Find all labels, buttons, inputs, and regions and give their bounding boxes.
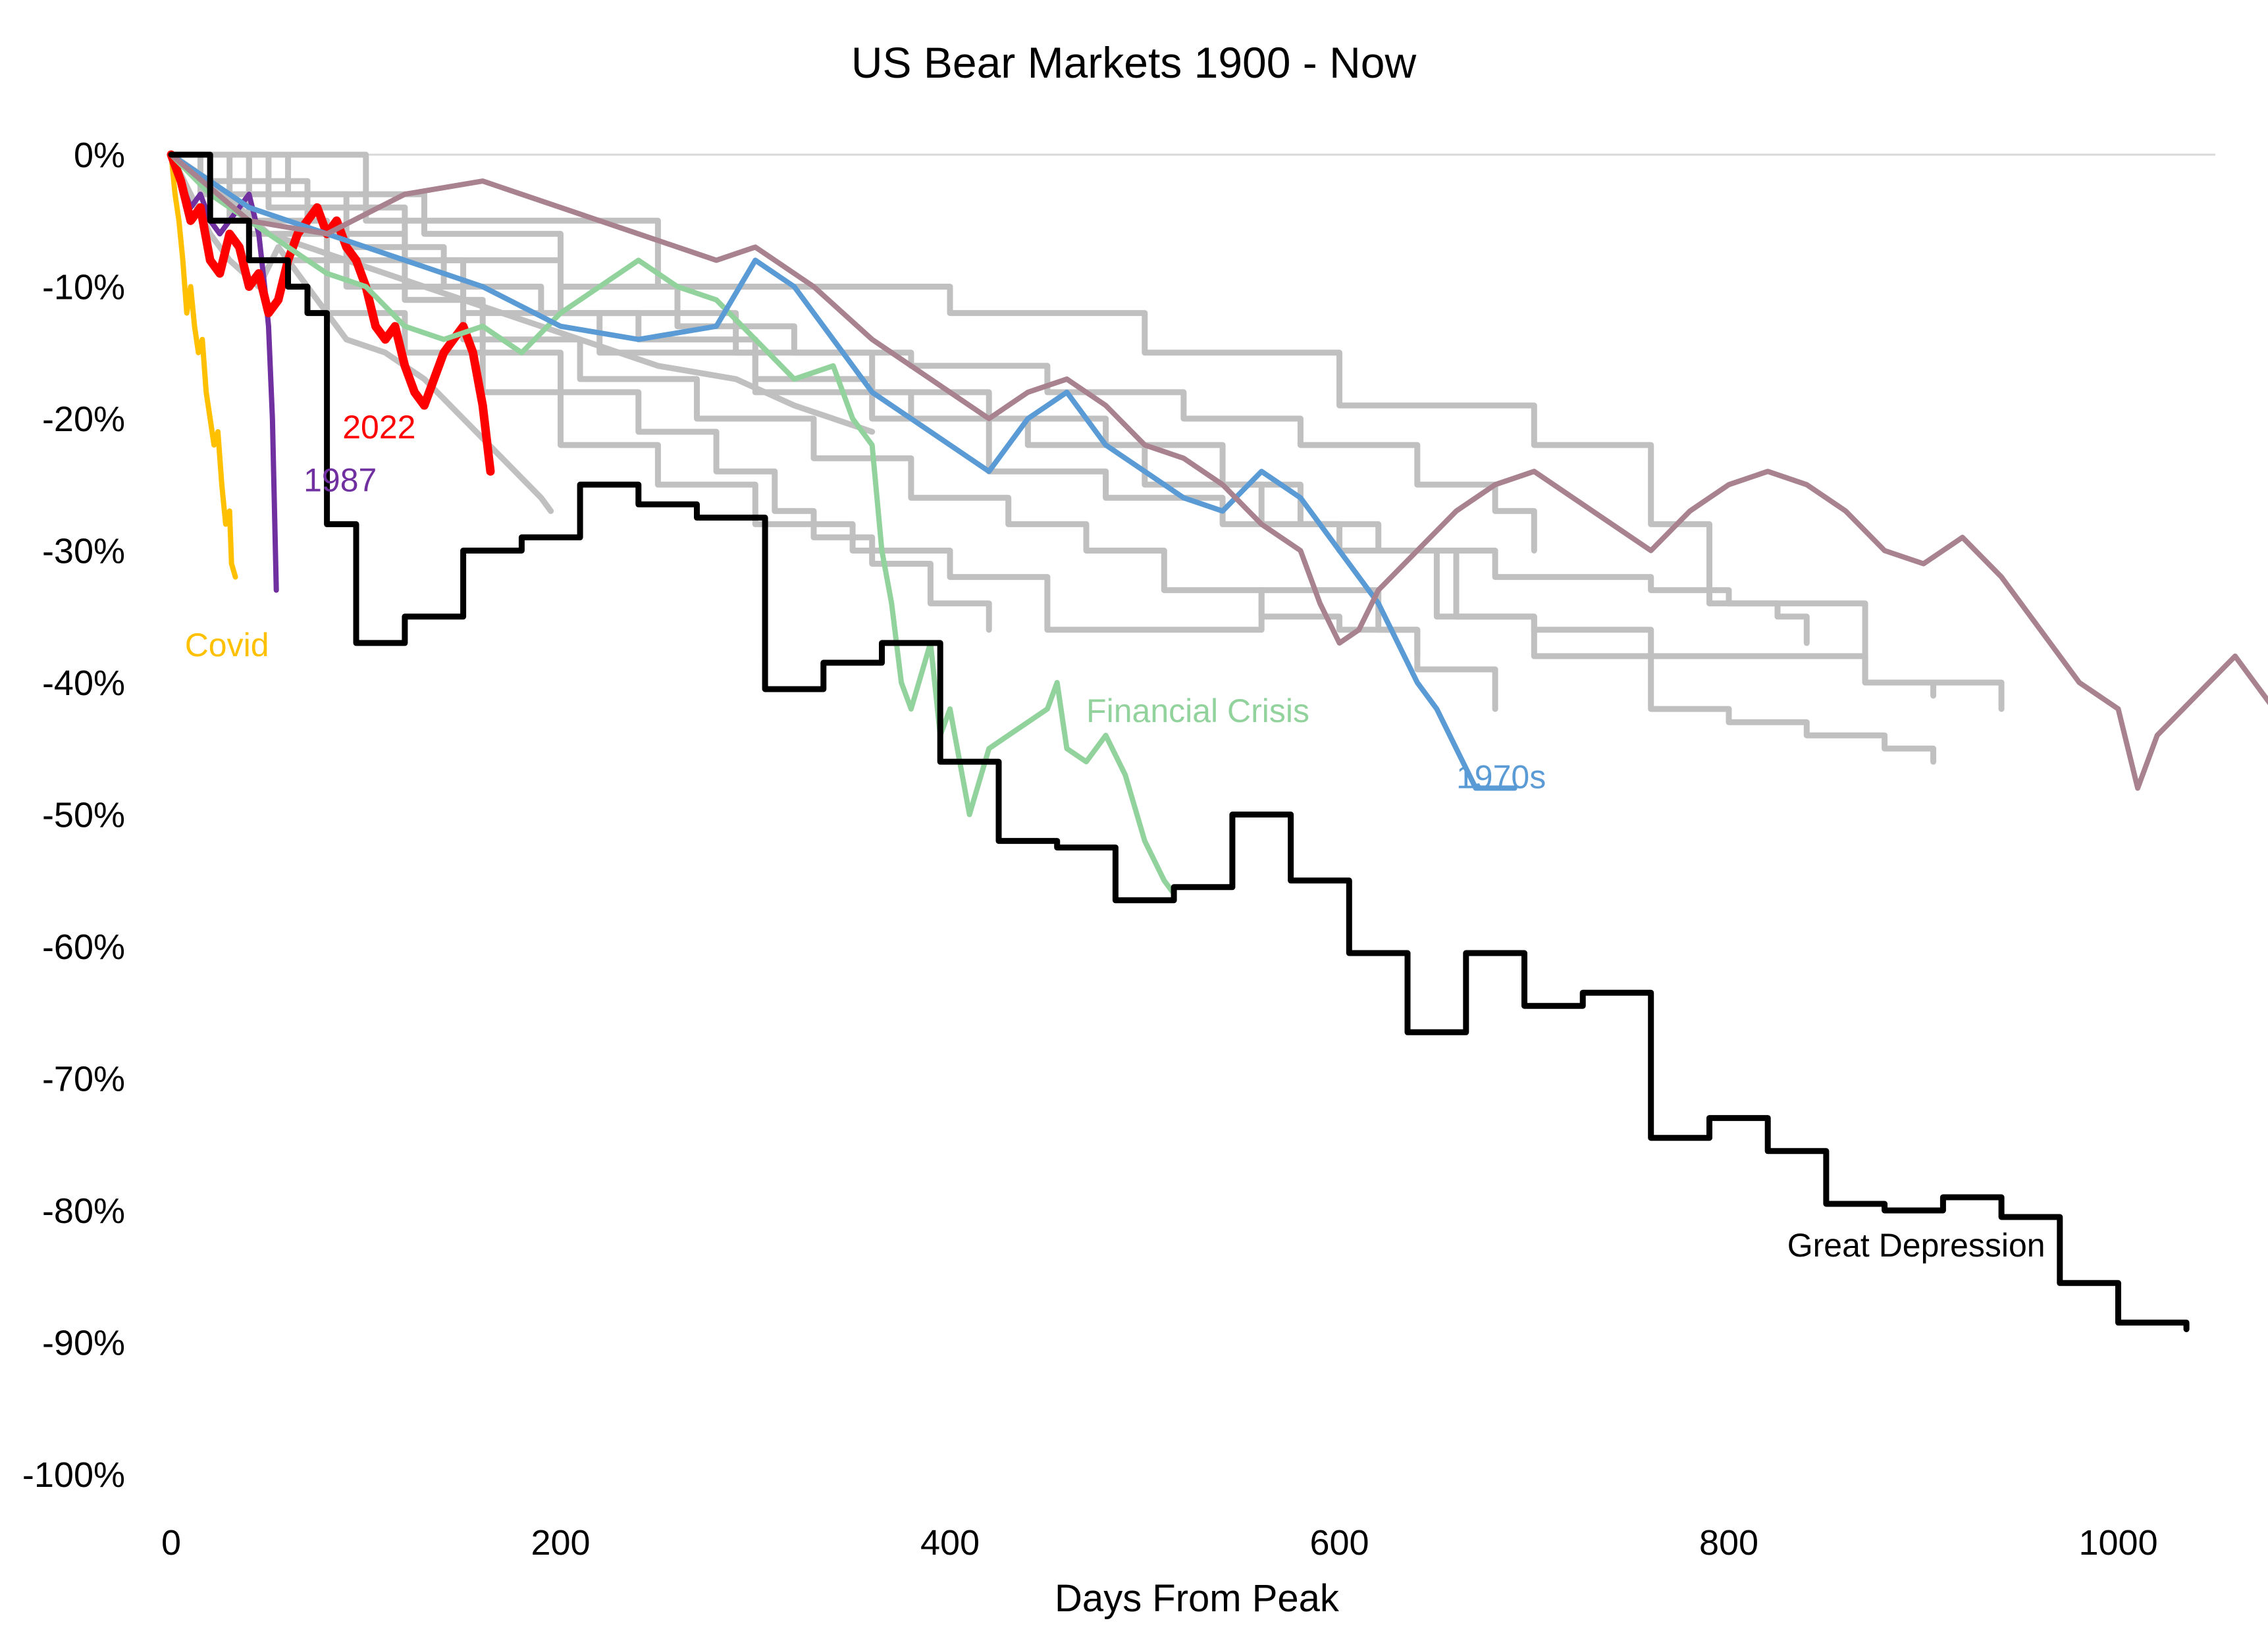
series-line-grey-6 xyxy=(168,151,992,633)
series-line-1970s xyxy=(169,152,1517,791)
x-tick-label: 0 xyxy=(161,1523,181,1563)
x-tick-label: 800 xyxy=(1699,1523,1758,1563)
y-tick-label: -60% xyxy=(42,927,125,967)
x-tick-label: 200 xyxy=(531,1523,590,1563)
y-tick-label: -40% xyxy=(42,663,125,703)
x-tick-label: 1000 xyxy=(2078,1523,2157,1563)
series-line-covid xyxy=(169,152,238,580)
x-tick-label: 600 xyxy=(1309,1523,1369,1563)
series-label-covid: Covid xyxy=(185,627,269,663)
series-label-great-depression: Great Depression xyxy=(1787,1227,2045,1264)
series-line-grey-1 xyxy=(168,151,1421,660)
y-tick-label: -80% xyxy=(42,1191,125,1231)
series-line-financial-crisis xyxy=(169,152,1177,896)
y-tick-label: -90% xyxy=(42,1324,125,1363)
x-axis-ticks: 0 200 400 600 800 1000 xyxy=(161,1523,2158,1563)
series-line-2022 xyxy=(167,150,495,476)
chart-title: US Bear Markets 1900 - Now xyxy=(851,38,1417,87)
y-axis-ticks: 0% -10% -20% -30% -40% -50% -60% -70% -80% -90% -1… xyxy=(22,136,125,1495)
y-tick-label: 0% xyxy=(74,136,125,175)
x-axis-title: Days From Peak xyxy=(1055,1577,1340,1620)
series-line-grey-8 xyxy=(168,151,2005,712)
y-tick-label: -10% xyxy=(42,268,125,307)
series-line-1987 xyxy=(169,152,279,593)
series-line-tech-bubble xyxy=(169,152,2268,791)
y-tick-label: -70% xyxy=(42,1060,125,1099)
y-tick-label: -100% xyxy=(22,1455,125,1495)
y-tick-label: -20% xyxy=(42,400,125,439)
y-tick-label: -50% xyxy=(42,796,125,835)
y-tick-label: -30% xyxy=(42,532,125,571)
series-label-financial-crisis: Financial Crisis xyxy=(1086,692,1309,729)
series-label-1970s: 1970s xyxy=(1456,758,1546,795)
x-tick-label: 400 xyxy=(920,1523,980,1563)
series-label-2022: 2022 xyxy=(342,409,415,446)
series-line-great-depression xyxy=(168,151,2190,1332)
series-label-1987: 1987 xyxy=(303,461,377,498)
highlight-series-layer xyxy=(167,150,2268,1332)
